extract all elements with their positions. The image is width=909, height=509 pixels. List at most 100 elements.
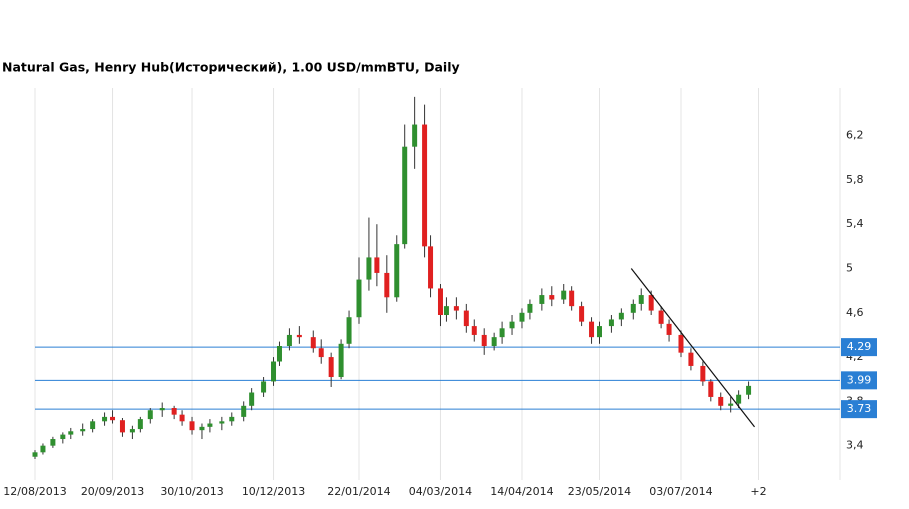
candle-body bbox=[249, 392, 255, 406]
candle-body bbox=[648, 295, 654, 311]
candle-body bbox=[171, 408, 177, 415]
candle-body bbox=[90, 421, 96, 430]
level-label-box bbox=[841, 338, 877, 357]
candle-body bbox=[491, 337, 497, 347]
candle-body bbox=[50, 439, 56, 446]
candle-body bbox=[618, 312, 624, 320]
candle-body bbox=[328, 357, 334, 378]
candle-body bbox=[746, 385, 752, 395]
candle-body bbox=[678, 334, 684, 353]
candle-body bbox=[60, 434, 66, 440]
candle-body bbox=[110, 416, 116, 421]
candle-body bbox=[608, 319, 614, 327]
candle-body bbox=[129, 429, 135, 433]
x-tick-label: 10/12/2013 bbox=[242, 485, 305, 498]
candle-body bbox=[179, 414, 185, 422]
level-label: 3.73 bbox=[847, 402, 872, 415]
candle-body bbox=[437, 288, 443, 316]
candle-body bbox=[318, 348, 324, 358]
candle-body bbox=[539, 295, 545, 304]
candle-body bbox=[374, 257, 380, 273]
candle-body bbox=[402, 146, 408, 245]
candle-body bbox=[207, 423, 213, 427]
level-label-box bbox=[841, 371, 877, 390]
y-tick-label: 5 bbox=[846, 261, 853, 274]
candle-body bbox=[219, 421, 225, 424]
candle-body bbox=[561, 290, 567, 300]
level-label: 4.29 bbox=[847, 340, 872, 353]
chart-title: Natural Gas, Henry Hub(Исторический), 1.… bbox=[2, 60, 460, 75]
candle-body bbox=[509, 321, 515, 329]
candle-body bbox=[159, 408, 165, 411]
candle-body bbox=[658, 310, 664, 324]
candle-body bbox=[102, 416, 108, 422]
candle-body bbox=[630, 303, 636, 313]
candle-body bbox=[384, 272, 390, 298]
candle-body bbox=[189, 421, 195, 431]
candle-body bbox=[463, 310, 469, 327]
x-tick-label: 04/03/2014 bbox=[409, 485, 472, 498]
y-tick-label: 5,8 bbox=[846, 173, 864, 186]
candle-body bbox=[443, 306, 449, 316]
candle-body bbox=[229, 416, 235, 422]
candle-body bbox=[147, 410, 153, 420]
candle-body bbox=[688, 352, 694, 366]
candle-body bbox=[736, 394, 742, 404]
candle-body bbox=[569, 290, 575, 307]
candle-body bbox=[481, 334, 487, 347]
candle-body bbox=[119, 420, 125, 433]
candle-body bbox=[261, 381, 267, 393]
trend-line bbox=[630, 268, 756, 428]
candle-body bbox=[32, 452, 38, 457]
candle-body bbox=[310, 337, 316, 349]
x-tick-label: 03/07/2014 bbox=[649, 485, 712, 498]
candle-body bbox=[428, 246, 434, 289]
y-tick-label: 4,6 bbox=[846, 306, 864, 319]
candle-body bbox=[40, 445, 46, 453]
candle-body bbox=[549, 295, 555, 300]
x-tick-label: 22/01/2014 bbox=[327, 485, 390, 498]
candle-body bbox=[394, 244, 400, 298]
y-tick-label: 5,4 bbox=[846, 217, 864, 230]
x-tick-label: 30/10/2013 bbox=[160, 485, 223, 498]
candle-body bbox=[700, 365, 706, 382]
candle-body bbox=[708, 381, 714, 397]
candle-body bbox=[346, 317, 352, 344]
candle-body bbox=[296, 334, 302, 338]
candle-body bbox=[199, 426, 205, 431]
candle-body bbox=[137, 419, 143, 430]
candle-body bbox=[356, 279, 362, 318]
candle-body bbox=[276, 346, 282, 362]
x-tick-label: 14/04/2014 bbox=[490, 485, 553, 498]
candle-body bbox=[589, 321, 595, 338]
y-tick-label: 3,4 bbox=[846, 439, 864, 452]
candle-body bbox=[453, 306, 459, 311]
candle-body bbox=[422, 124, 428, 247]
candle-body bbox=[638, 295, 644, 304]
candle-body bbox=[271, 361, 277, 382]
candle-body bbox=[471, 326, 477, 335]
candle-body bbox=[596, 326, 602, 338]
candle-body bbox=[412, 124, 418, 147]
candle-body bbox=[666, 323, 672, 335]
candle-body bbox=[718, 396, 724, 406]
candle-body bbox=[527, 303, 533, 313]
candle-body bbox=[519, 312, 525, 322]
x-tick-label: +2 bbox=[750, 485, 766, 498]
candle-body bbox=[286, 334, 292, 347]
candle-body bbox=[241, 405, 247, 417]
x-tick-label: 23/05/2014 bbox=[568, 485, 631, 498]
x-tick-label: 20/09/2013 bbox=[81, 485, 144, 498]
y-tick-label: 6,2 bbox=[846, 129, 864, 142]
candle-body bbox=[728, 403, 734, 406]
candle-body bbox=[338, 343, 344, 378]
candle-body bbox=[68, 431, 74, 435]
x-tick-label: 12/08/2013 bbox=[3, 485, 66, 498]
level-label: 3.99 bbox=[847, 373, 872, 386]
candle-body bbox=[80, 429, 86, 432]
candle-body bbox=[579, 306, 585, 322]
candle-body bbox=[499, 328, 505, 338]
candle-body bbox=[366, 257, 372, 280]
